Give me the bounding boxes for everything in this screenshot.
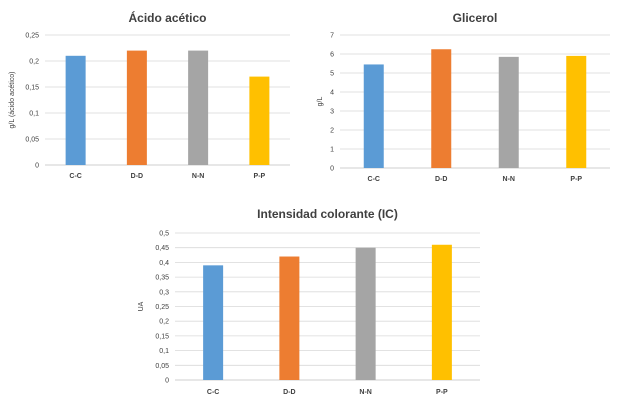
chart-glicerol: Glicerol 0 1 2 3 4 5 6 7 g/L C-C D-D N-N P-P (317, 11, 610, 183)
y-tick-label: 6 (330, 52, 334, 59)
y-tick-label: 0 (330, 166, 334, 173)
chart-acido-acetico: Ácido acético 0 0,05 0,1 0,15 0,2 0,25 g/L (áci… (9, 10, 290, 180)
bar-n-n (498, 56, 519, 168)
y-tick-label: 0,35 (155, 275, 169, 282)
chart-title: Intensidad colorante (IC) (257, 207, 398, 221)
y-tick-label: 0,1 (159, 348, 169, 355)
y-tick-label: 1 (330, 147, 334, 154)
x-tick-label: C-C (207, 389, 219, 396)
y-tick-label: 0,2 (159, 319, 169, 326)
y-tick-label: 2 (330, 128, 334, 135)
bar-p-p (431, 244, 452, 380)
x-tick-label: N-N (503, 176, 515, 183)
bar-c-c (363, 64, 384, 168)
x-tick-label: N-N (359, 389, 371, 396)
x-tick-label: N-N (192, 173, 204, 180)
x-tick-label: D-D (435, 176, 447, 183)
y-axis-label: g/L (ácido acético) (9, 72, 16, 129)
y-tick-label: 0,5 (159, 231, 169, 238)
y-axis-label: g/L (317, 97, 324, 107)
y-tick-label: 0,45 (155, 245, 169, 252)
bar-n-n (188, 50, 209, 165)
y-tick-label: 0,25 (155, 304, 169, 311)
y-tick-label: 5 (330, 71, 334, 78)
bar-d-d (431, 49, 452, 168)
bar-c-c (65, 55, 86, 165)
y-tick-label: 0,05 (155, 363, 169, 370)
bar-d-d (279, 256, 300, 380)
y-tick-label: 0,15 (25, 85, 39, 92)
y-tick-label: 0,15 (155, 333, 169, 340)
y-tick-label: 0,05 (25, 137, 39, 144)
x-tick-label: P-P (436, 389, 448, 396)
y-tick-label: 0,3 (159, 289, 169, 296)
y-axis-label: UA (138, 301, 145, 311)
x-tick-label: D-D (131, 173, 143, 180)
bar-p-p (249, 76, 270, 165)
y-tick-label: 0,2 (29, 59, 39, 66)
bar-c-c (203, 265, 224, 380)
x-tick-label: C-C (69, 173, 81, 180)
bar-n-n (355, 247, 376, 380)
y-tick-label: 7 (330, 33, 334, 40)
chart-intensidad-colorante: Intensidad colorante (IC) 0 0,05 0,1 0,15 0,2… (138, 207, 480, 396)
y-tick-label: 3 (330, 109, 334, 116)
y-tick-label: 0,25 (25, 33, 39, 40)
x-tick-label: C-C (368, 176, 380, 183)
x-tick-label: P-P (570, 176, 582, 183)
y-tick-label: 0 (35, 163, 39, 170)
chart-title: Ácido acético (128, 10, 206, 25)
y-tick-label: 0 (165, 378, 169, 385)
bar-d-d (126, 50, 147, 165)
y-tick-label: 0,4 (159, 260, 169, 267)
y-tick-label: 4 (330, 90, 334, 97)
bar-p-p (566, 55, 587, 168)
chart-title: Glicerol (453, 11, 498, 25)
x-tick-label: D-D (283, 389, 295, 396)
x-tick-label: P-P (254, 173, 266, 180)
y-tick-label: 0,1 (29, 111, 39, 118)
